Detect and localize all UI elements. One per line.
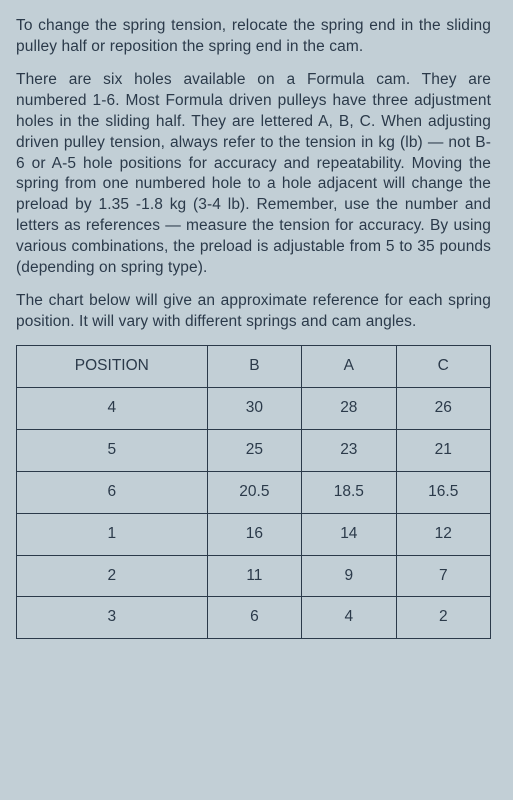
cell-a: 28 — [302, 387, 396, 429]
cell-b: 16 — [207, 513, 301, 555]
cell-position: 3 — [17, 597, 208, 639]
cell-position: 4 — [17, 387, 208, 429]
cell-b: 6 — [207, 597, 301, 639]
cell-a: 18.5 — [302, 471, 396, 513]
cell-b: 30 — [207, 387, 301, 429]
table-row: 1 16 14 12 — [17, 513, 491, 555]
col-header-a: A — [302, 345, 396, 387]
cell-c: 12 — [396, 513, 490, 555]
cell-b: 11 — [207, 555, 301, 597]
spring-position-table: POSITION B A C 4 30 28 26 5 25 23 21 6 2… — [16, 345, 491, 639]
cell-position: 6 — [17, 471, 208, 513]
table-header-row: POSITION B A C — [17, 345, 491, 387]
col-header-c: C — [396, 345, 490, 387]
col-header-position: POSITION — [17, 345, 208, 387]
col-header-b: B — [207, 345, 301, 387]
table-row: 6 20.5 18.5 16.5 — [17, 471, 491, 513]
cell-c: 26 — [396, 387, 490, 429]
paragraph-intro: To change the spring tension, relocate t… — [16, 16, 491, 58]
table-row: 5 25 23 21 — [17, 429, 491, 471]
cell-c: 7 — [396, 555, 490, 597]
cell-a: 14 — [302, 513, 396, 555]
cell-b: 25 — [207, 429, 301, 471]
cell-c: 21 — [396, 429, 490, 471]
cell-b: 20.5 — [207, 471, 301, 513]
paragraph-details: There are six holes available on a Formu… — [16, 70, 491, 279]
table-row: 3 6 4 2 — [17, 597, 491, 639]
table-row: 4 30 28 26 — [17, 387, 491, 429]
paragraph-chart-note: The chart below will give an approximate… — [16, 291, 491, 333]
cell-c: 2 — [396, 597, 490, 639]
cell-position: 2 — [17, 555, 208, 597]
cell-c: 16.5 — [396, 471, 490, 513]
cell-a: 4 — [302, 597, 396, 639]
cell-position: 1 — [17, 513, 208, 555]
table-row: 2 11 9 7 — [17, 555, 491, 597]
cell-position: 5 — [17, 429, 208, 471]
cell-a: 23 — [302, 429, 396, 471]
cell-a: 9 — [302, 555, 396, 597]
